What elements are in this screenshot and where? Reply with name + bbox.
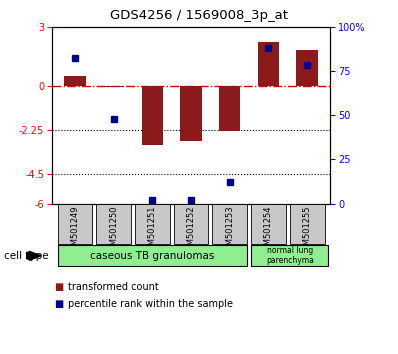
Bar (297, 50, 318, 86)
Bar (135, 204, 170, 244)
Bar (212, 204, 247, 244)
Text: caseous TB granulomas: caseous TB granulomas (90, 251, 215, 261)
Text: GSM501255: GSM501255 (302, 206, 312, 256)
Bar (290, 204, 324, 244)
Bar (219, 86, 240, 131)
Bar (180, 86, 202, 141)
Bar (96, 204, 131, 244)
Text: GSM501250: GSM501250 (109, 206, 118, 256)
Bar (58, 204, 92, 244)
Bar (251, 245, 328, 266)
Bar (64, 76, 86, 86)
Text: transformed count: transformed count (68, 282, 158, 292)
Bar (58, 245, 247, 266)
Text: GSM501249: GSM501249 (70, 206, 80, 256)
Bar (174, 204, 209, 244)
Text: GSM501251: GSM501251 (148, 206, 157, 256)
Bar (251, 204, 286, 244)
Text: GDS4256 / 1569008_3p_at: GDS4256 / 1569008_3p_at (110, 9, 288, 22)
Text: cell type: cell type (4, 251, 49, 261)
Text: GSM501254: GSM501254 (264, 206, 273, 256)
Bar (258, 42, 279, 86)
Text: normal lung
parenchyma: normal lung parenchyma (266, 246, 314, 266)
FancyArrow shape (27, 251, 41, 260)
Text: ■: ■ (54, 282, 63, 292)
Text: GSM501252: GSM501252 (187, 206, 195, 256)
Text: ■: ■ (54, 299, 63, 309)
Bar (142, 86, 163, 144)
Text: GSM501253: GSM501253 (225, 206, 234, 256)
Text: percentile rank within the sample: percentile rank within the sample (68, 299, 233, 309)
